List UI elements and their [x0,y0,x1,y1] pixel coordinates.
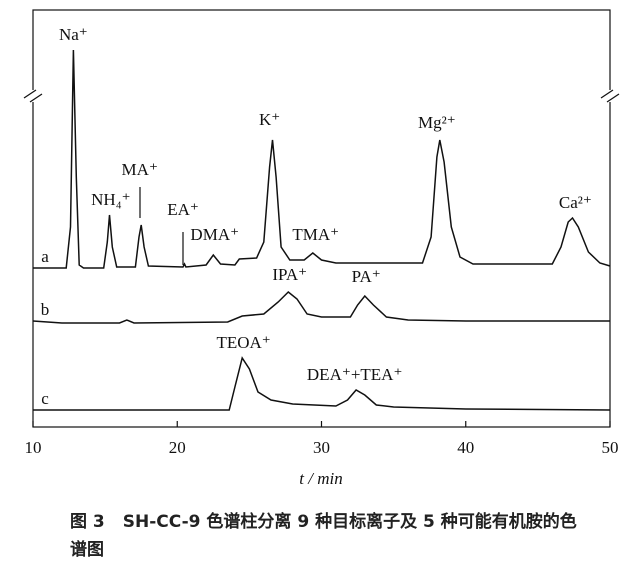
axis-break-left [23,89,43,103]
trace [33,356,611,411]
trace-label: c [41,389,49,408]
trace [33,49,611,269]
x-axis-label: t / min [299,469,342,488]
x-tick-label: 40 [457,438,474,457]
peak-label: Mg²⁺ [418,113,456,132]
x-tick-label: 50 [602,438,619,457]
axis-break-right [600,89,620,103]
peak-label: TEOA⁺ [216,333,270,352]
caption-label: 图 3 [70,512,105,532]
peak-label: Na⁺ [59,25,88,44]
x-tick-label: 10 [25,438,42,457]
caption-text: SH-CC-9 色谱柱分离 9 种目标离子及 5 种可能有机胺的色谱图 [70,512,577,560]
caption: 图 3 SH-CC-9 色谱柱分离 9 种目标离子及 5 种可能有机胺的色谱图 [70,508,590,564]
x-tick-label: 20 [169,438,186,457]
peak-label: DEA⁺+TEA⁺ [307,365,403,384]
peak-label: K⁺ [259,110,280,129]
peak-label: PA⁺ [352,267,381,286]
peak-label: EA⁺ [167,200,199,219]
peak-label: IPA⁺ [272,265,307,284]
peak-label: TMA⁺ [292,225,339,244]
peak-label: Ca²⁺ [559,193,592,212]
peak-label: DMA⁺ [190,225,239,244]
trace-label: a [41,247,49,266]
trace-label: b [41,300,50,319]
peak-label: MA⁺ [122,160,158,179]
peak-label: NH₄⁺ [91,190,130,209]
x-tick-label: 30 [313,438,330,457]
chart: t / min 10 20 30 40 50 a b c Na⁺ NH₄⁺ MA⁺ EA⁺ DMA⁺ K⁺… [23,9,620,488]
trace [32,290,610,324]
